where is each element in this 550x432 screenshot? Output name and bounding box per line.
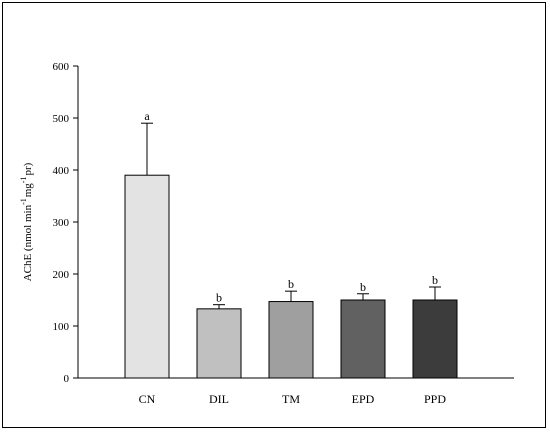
bar-group-dil: b DIL [196, 291, 242, 406]
bar-tm [268, 301, 314, 379]
bar-group-tm: b TM [268, 277, 314, 406]
significance-label: b [216, 291, 222, 305]
x-tick-label: PPD [424, 392, 446, 406]
y-tick-label: 600 [53, 61, 70, 73]
significance-label: b [360, 280, 366, 294]
significance-label: a [144, 109, 150, 123]
y-axis-title: AChE (nmol min-1mg-1pr) [19, 162, 34, 281]
x-tick-label: EPD [352, 392, 375, 406]
x-tick-label: TM [282, 392, 300, 406]
y-axis: 0 100 200 300 400 500 600 [53, 61, 79, 385]
bar-group-ppd: b PPD [412, 273, 458, 406]
y-tick-label: 200 [53, 269, 70, 281]
bars: a CN b DIL b TM b EPD b PPD [124, 109, 458, 406]
significance-label: b [288, 277, 294, 291]
bar-group-cn: a CN [124, 109, 170, 406]
significance-label: b [432, 273, 438, 287]
bar-epd [340, 299, 386, 379]
bar-ppd [412, 299, 458, 379]
y-tick-label: 100 [53, 321, 70, 333]
x-tick-label: DIL [209, 392, 229, 406]
x-tick-label: CN [139, 392, 156, 406]
y-tick-label: 400 [53, 165, 70, 177]
y-tick-label: 0 [64, 373, 70, 385]
y-tick-label: 300 [53, 217, 70, 229]
bar-group-epd: b EPD [340, 280, 386, 406]
y-tick-label: 500 [53, 113, 70, 125]
bar-cn [124, 174, 170, 379]
bar-dil [196, 308, 242, 379]
